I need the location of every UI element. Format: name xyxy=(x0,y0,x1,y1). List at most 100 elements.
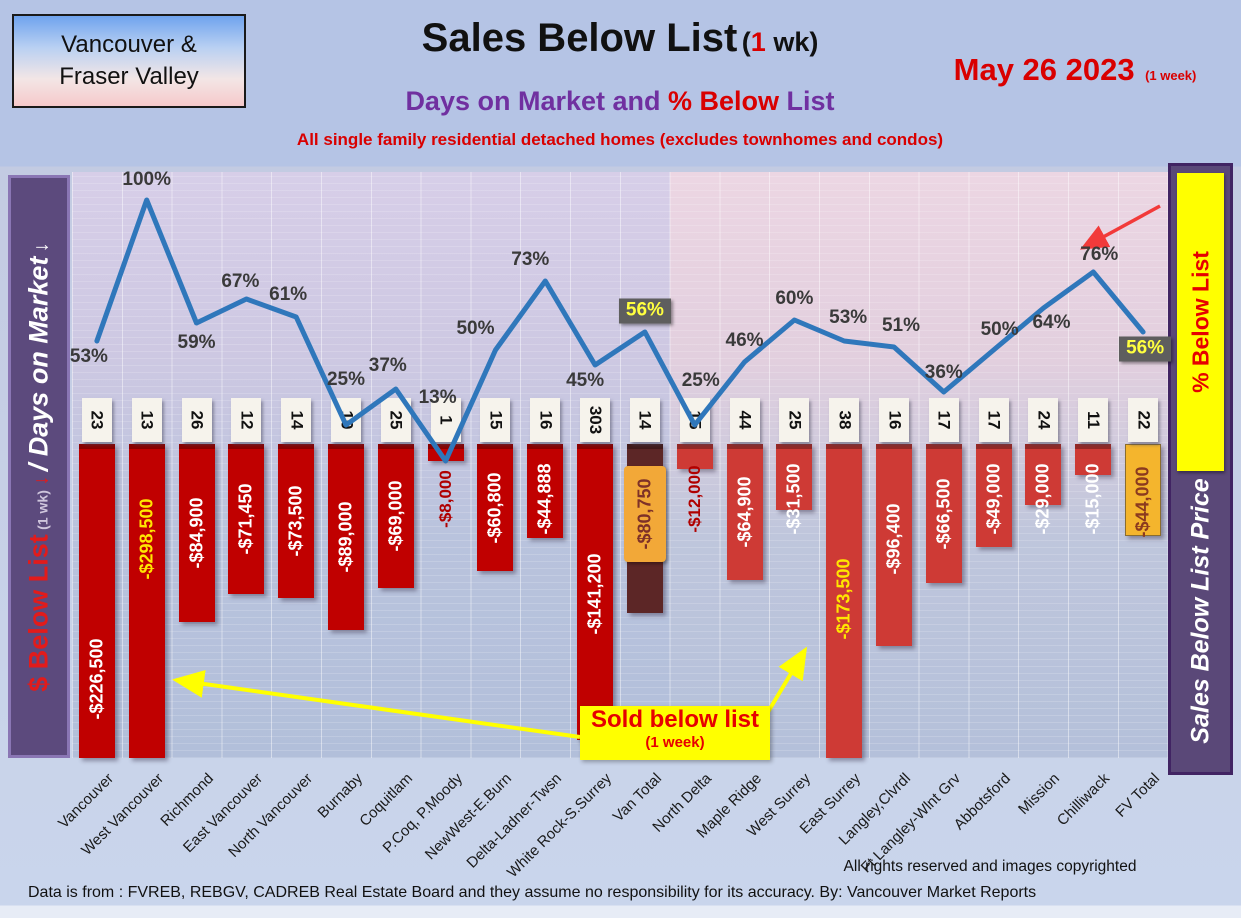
down-arrow-icon: ↓ xyxy=(30,241,53,252)
dollar-below-list-bar xyxy=(925,444,962,583)
days-on-market-box: 25 xyxy=(779,398,810,442)
percent-below-list-label: 50% xyxy=(456,318,495,339)
percent-below-list-label: 53% xyxy=(69,346,108,367)
days-on-market-box: 17 xyxy=(928,398,959,442)
bar-top-edge xyxy=(1075,444,1112,449)
bar-top-edge xyxy=(78,444,115,449)
bar-top-edge xyxy=(178,444,215,449)
bar-top-edge xyxy=(776,444,813,449)
bar-top-edge xyxy=(726,444,763,449)
percent-below-list-label: 50% xyxy=(980,319,1019,340)
region-line2: Fraser Valley xyxy=(59,63,199,90)
bar-top-edge xyxy=(477,444,514,449)
bar-top-edge xyxy=(577,444,614,449)
days-on-market-box: 15 xyxy=(480,398,511,442)
bar-top-edge xyxy=(975,444,1012,449)
bar-top-edge xyxy=(626,444,663,449)
percent-below-list-label: 56% xyxy=(1119,336,1172,362)
subtitle: Days on Market and % Below List xyxy=(405,86,835,116)
days-on-market-box: 14 xyxy=(281,398,312,442)
dollar-below-list-bar xyxy=(178,444,215,622)
region-line1: Vancouver & xyxy=(61,31,197,58)
bar-top-edge xyxy=(278,444,315,449)
dollar-below-list-bar xyxy=(527,444,564,538)
category-axis: Vancouver West Vancouver Richmond East Vanc… xyxy=(55,762,1168,881)
percent-below-list-label: 64% xyxy=(1032,312,1071,333)
pct-below-list-badge: % Below List xyxy=(1177,173,1224,471)
right-axis-rail: % Below List Sales Below List Price xyxy=(1168,163,1233,775)
dollar-below-list-bar xyxy=(776,444,813,510)
days-on-market-box: 12 xyxy=(231,398,262,442)
report-date: May 26 2023 (1 week) xyxy=(953,52,1197,87)
dollar-below-list-bar xyxy=(577,444,614,740)
dollar-below-list-bar xyxy=(78,444,115,758)
days-on-market-box: 23 xyxy=(81,398,112,442)
dollar-below-list-bar xyxy=(826,444,863,758)
days-on-market-box: 16 xyxy=(879,398,909,442)
bar-top-edge xyxy=(1025,444,1062,449)
dollar-below-list-bar xyxy=(726,444,763,580)
callout-arrow-left xyxy=(172,670,581,739)
region-badge: Vancouver & Fraser Valley xyxy=(12,14,246,108)
bar-top-edge xyxy=(427,444,464,449)
page-title: Sales Below List (1 wk) xyxy=(280,16,960,61)
days-on-market-box: 38 xyxy=(829,398,860,442)
dollar-below-list-bar xyxy=(876,444,912,646)
dollar-below-list-bar xyxy=(1125,444,1162,536)
bar-top-edge xyxy=(876,444,912,449)
source-note: Data is from : FVREB, REBGV, CADREB Real… xyxy=(28,884,1037,901)
percent-below-list-label: 76% xyxy=(1080,244,1119,265)
rights-note: All rights reserved and images copyright… xyxy=(843,858,1137,875)
dollar-below-list-bar xyxy=(975,444,1012,547)
bar-top-edge xyxy=(527,444,564,449)
bar-top-edge xyxy=(826,444,863,449)
dollar-below-list-bar xyxy=(377,444,414,588)
percent-below-list-label: 37% xyxy=(368,355,407,376)
percent-below-list-label: 61% xyxy=(269,284,308,305)
dollar-below-list-bar xyxy=(477,444,514,571)
plot-background-vancouver xyxy=(72,172,670,758)
left-axis-label: $ Below List (1 wk) ↓ / Days on Market ↓ xyxy=(23,241,54,692)
trend-line-layer xyxy=(94,197,1161,739)
dollar-below-list-bar xyxy=(228,444,265,594)
days-on-market-box: 16 xyxy=(530,398,561,442)
percent-below-list-label: 73% xyxy=(511,249,550,270)
days-on-market-box: 17 xyxy=(978,398,1009,442)
tagline: All single family residential detached h… xyxy=(296,130,944,149)
percent-below-list-label: 25% xyxy=(326,369,366,390)
bar-top-edge xyxy=(377,444,414,449)
days-on-market-box: 303 xyxy=(580,398,611,442)
percent-below-list-label: 46% xyxy=(725,330,764,351)
title-text: Sales Below List xyxy=(421,16,738,60)
percent-below-list-label: 36% xyxy=(924,362,963,383)
pct-below-list-line xyxy=(94,197,1146,464)
percent-below-list-label: 56% xyxy=(618,298,671,324)
plot-area: Sold below list (1 week) 23 -$226,500 53% 1… xyxy=(69,169,1172,760)
days-on-market-box: 24 xyxy=(1028,398,1059,442)
percent-below-list-label: 59% xyxy=(177,332,216,353)
days-on-market-box: 26 xyxy=(181,398,212,442)
bar-top-edge xyxy=(925,444,962,449)
days-on-market-box: 44 xyxy=(729,398,760,442)
dollar-below-list-bar xyxy=(676,444,713,469)
dollar-below-list-bar xyxy=(128,444,165,758)
days-on-market-box: 13 xyxy=(131,398,162,442)
sold-below-list-callout: Sold below list (1 week) xyxy=(580,706,770,760)
percent-below-list-label: 100% xyxy=(122,169,172,190)
pct-badge-arrow xyxy=(1079,204,1161,250)
van-total-value-tag xyxy=(623,466,666,562)
down-arrow-icon: ↓ xyxy=(30,475,53,486)
percent-below-list-label: 25% xyxy=(681,370,720,391)
percent-below-list-label: 51% xyxy=(881,315,921,336)
bar-top-edge xyxy=(328,444,364,449)
days-on-market-box: 22 xyxy=(1128,398,1159,442)
left-axis-rail: $ Below List (1 wk) ↓ / Days on Market ↓ xyxy=(8,175,70,758)
dollar-below-list-bar xyxy=(1075,444,1112,475)
dollar-below-list-bar xyxy=(1025,444,1062,505)
bar-top-edge xyxy=(128,444,165,449)
days-on-market-box: 11 xyxy=(1078,398,1109,442)
bar-top-edge xyxy=(676,444,713,449)
percent-below-list-label: 67% xyxy=(221,271,260,292)
callout-arrow-right xyxy=(766,646,808,714)
